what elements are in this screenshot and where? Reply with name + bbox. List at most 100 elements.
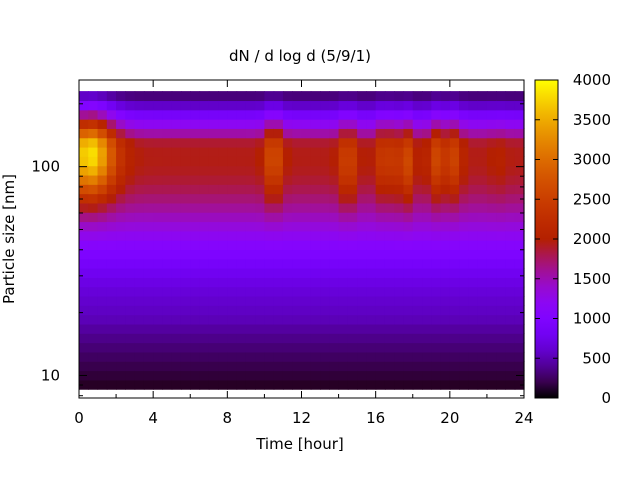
heatmap-cell [338, 221, 349, 232]
heatmap-cell [440, 230, 451, 241]
heatmap-cell [199, 314, 210, 325]
heatmap-cell [264, 305, 275, 316]
heatmap-cell [292, 286, 303, 297]
heatmap-cell [88, 147, 99, 157]
heatmap-cell [431, 174, 442, 185]
heatmap-cell [301, 109, 312, 120]
heatmap-cell [218, 379, 228, 390]
heatmap-cell [116, 286, 126, 297]
heatmap-cell [218, 202, 228, 213]
heatmap-cell [320, 258, 330, 269]
heatmap-cell [97, 296, 108, 306]
heatmap-cell [273, 314, 284, 325]
heatmap-cell [143, 240, 154, 251]
heatmap-cell [496, 342, 507, 353]
heatmap-cell [199, 174, 210, 185]
heatmap-cell [329, 100, 340, 111]
x-tick-label: 20 [440, 409, 459, 427]
heatmap-cell [394, 277, 405, 288]
heatmap-cell [412, 91, 423, 102]
heatmap-cell [106, 333, 117, 344]
heatmap-cell [347, 314, 358, 325]
heatmap-cell [422, 147, 432, 157]
heatmap-cell [208, 258, 219, 269]
heatmap-cell [347, 370, 358, 381]
heatmap-cell [496, 258, 507, 269]
heatmap-cell [116, 119, 126, 129]
heatmap-cell [218, 212, 228, 223]
heatmap-cell [329, 156, 340, 167]
heatmap-cell [384, 249, 395, 260]
heatmap-cell [338, 268, 349, 278]
heatmap-cell [347, 100, 358, 111]
heatmap-cell [116, 249, 126, 260]
heatmap-cell [153, 314, 164, 325]
heatmap-cell [236, 323, 247, 334]
heatmap-cell [153, 370, 164, 381]
heatmap-cell [218, 314, 228, 325]
heatmap-cell [320, 277, 330, 288]
heatmap-cell [273, 156, 284, 167]
heatmap-cell [357, 249, 367, 260]
heatmap-cell [338, 277, 349, 288]
heatmap-cell [403, 193, 414, 204]
heatmap-cell [106, 137, 117, 148]
heatmap-cell [79, 109, 89, 120]
heatmap-cell [412, 174, 423, 185]
heatmap-cell [468, 305, 479, 316]
heatmap-cell [180, 370, 191, 381]
heatmap-cell [301, 333, 312, 344]
heatmap-cell [190, 286, 201, 297]
heatmap-cell [282, 286, 293, 297]
colorbar-tick-label: 0 [601, 389, 611, 407]
heatmap-cell [394, 323, 405, 334]
heatmap-cell [282, 91, 293, 102]
heatmap-cell [162, 351, 173, 362]
heatmap-cell [97, 221, 108, 232]
heatmap-cell [106, 165, 117, 176]
heatmap-cell [505, 296, 516, 306]
heatmap-cell [134, 156, 145, 167]
heatmap-cell [514, 100, 525, 111]
heatmap-cell [180, 323, 191, 334]
heatmap-cell [79, 240, 89, 251]
heatmap-cell [153, 184, 164, 195]
heatmap-cell [116, 109, 126, 120]
heatmap-cell [79, 91, 89, 102]
heatmap-cell [301, 361, 312, 372]
heatmap-cell [199, 277, 210, 288]
heatmap-cell [505, 286, 516, 297]
heatmap-cell [273, 361, 284, 372]
heatmap-cell [292, 202, 303, 213]
heatmap-cell [97, 128, 108, 139]
heatmap-cell [79, 165, 89, 176]
heatmap-cell [273, 342, 284, 353]
heatmap-cell [264, 174, 275, 185]
heatmap-cell [190, 314, 201, 325]
heatmap-cell [449, 323, 460, 334]
heatmap-cell [171, 277, 182, 288]
heatmap-cell [199, 184, 210, 195]
heatmap-cell [403, 174, 414, 185]
heatmap-cell [125, 240, 136, 251]
heatmap-cell [153, 174, 164, 185]
heatmap-cell [477, 370, 488, 381]
heatmap-cell [245, 314, 256, 325]
heatmap-cell [97, 202, 108, 213]
heatmap-cell [190, 258, 201, 269]
heatmap-cell [375, 333, 386, 344]
heatmap-cell [218, 230, 228, 241]
heatmap-cell [477, 249, 488, 260]
heatmap-cell [208, 305, 219, 316]
heatmap-cell [347, 212, 358, 223]
heatmap-cell [394, 91, 405, 102]
heatmap-cell [134, 277, 145, 288]
heatmap-cell [218, 109, 228, 120]
heatmap-cell [486, 109, 497, 120]
heatmap-cell [320, 323, 330, 334]
heatmap-cell [505, 174, 516, 185]
heatmap-cell [143, 212, 154, 223]
heatmap-cell [236, 109, 247, 120]
heatmap-cell [310, 202, 321, 213]
heatmap-cell [208, 268, 219, 278]
